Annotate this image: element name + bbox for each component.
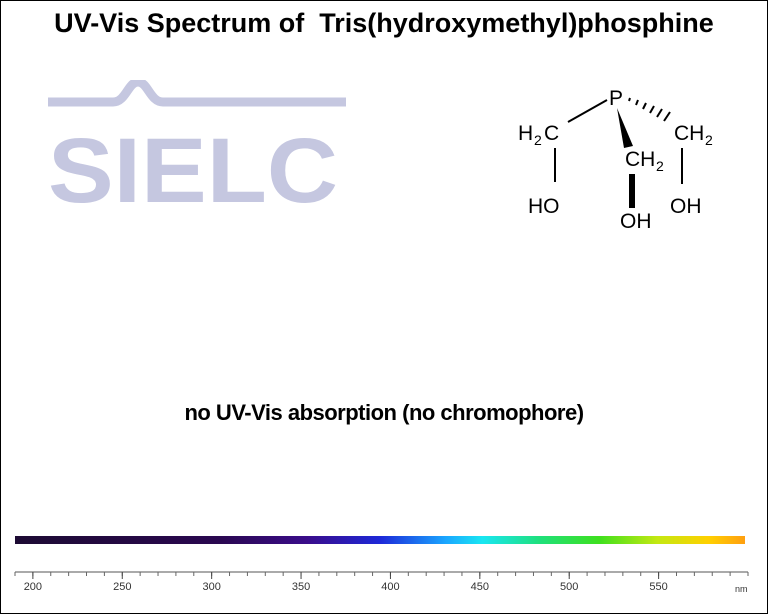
logo-text: SIELC [48, 120, 338, 210]
left-ho: HO [528, 195, 560, 218]
left-ch2-sub: 2 [534, 132, 542, 148]
x-axis-unit: nm [735, 584, 748, 594]
x-tick-label: 350 [292, 581, 310, 593]
x-tick-label: 450 [471, 581, 489, 593]
no-absorption-note: no UV-Vis absorption (no chromophore) [184, 400, 584, 425]
phosphorus-atom: P [609, 87, 623, 110]
right-ch2: CH [674, 122, 704, 145]
chart-title: UV-Vis Spectrum of Tris(hydroxymethyl)ph… [54, 8, 714, 38]
left-ch2-c: C [544, 122, 559, 145]
x-tick-label: 300 [202, 581, 220, 593]
middle-ch2: CH [625, 148, 655, 171]
molecule-structure: P H 2 C CH 2 CH 2 HO OH OH [518, 87, 713, 233]
middle-oh: OH [620, 210, 652, 233]
right-oh: OH [670, 195, 702, 218]
visible-spectrum-bar [15, 536, 745, 544]
bond-p-left [567, 99, 608, 123]
x-tick-label: 200 [24, 581, 42, 593]
x-tick-label: 250 [113, 581, 131, 593]
x-tick-label: 500 [560, 581, 578, 593]
x-axis: 200 250 300 350 400 450 500 550 nm [14, 571, 749, 594]
sielc-logo: SIELC [48, 80, 346, 210]
wedge-bond-p-middle [617, 108, 633, 148]
hashed-bond-p-right [628, 97, 671, 122]
right-ch2-sub: 2 [705, 132, 713, 148]
middle-ch2-sub: 2 [656, 158, 664, 174]
logo-swoosh [48, 80, 346, 107]
left-ch2-h: H [518, 122, 533, 145]
x-tick-label: 400 [381, 581, 399, 593]
x-tick-label: 550 [649, 581, 667, 593]
